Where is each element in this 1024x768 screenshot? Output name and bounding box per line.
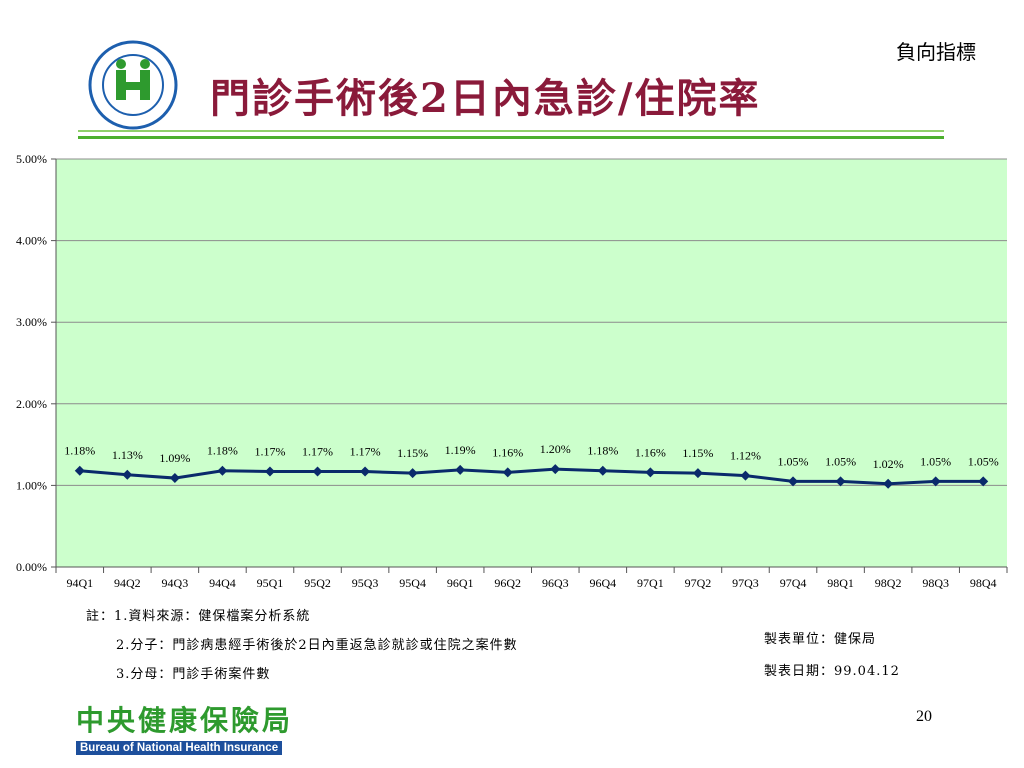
data-point: [502, 467, 513, 478]
x-tick-label: 95Q1: [257, 576, 284, 590]
data-label: 1.17%: [302, 445, 333, 459]
data-label: 1.13%: [112, 448, 143, 462]
y-tick-label: 1.00%: [16, 478, 47, 492]
x-tick-label: 95Q3: [352, 576, 379, 590]
data-point: [788, 476, 799, 487]
data-label: 1.15%: [682, 446, 713, 460]
data-label: 1.18%: [64, 444, 95, 458]
data-label: 1.18%: [587, 444, 618, 458]
data-label: 1.16%: [492, 445, 523, 459]
data-point: [597, 465, 608, 476]
production-date: 製表日期：99.04.12: [764, 664, 900, 679]
x-tick-label: 96Q1: [447, 576, 474, 590]
x-tick-label: 98Q3: [922, 576, 949, 590]
x-tick-label: 96Q2: [494, 576, 521, 590]
plot-area: [56, 159, 1007, 567]
data-point: [455, 464, 466, 475]
x-tick-label: 97Q3: [732, 576, 759, 590]
title-divider: [78, 130, 944, 132]
bureau-name-chinese: 中央健康保險局: [76, 704, 294, 737]
x-tick-label: 94Q3: [162, 576, 189, 590]
data-point: [122, 469, 133, 480]
data-label: 1.16%: [635, 445, 666, 459]
data-label: 1.05%: [778, 454, 809, 468]
x-tick-label: 96Q3: [542, 576, 569, 590]
data-point: [978, 476, 989, 487]
x-tick-label: 97Q2: [685, 576, 712, 590]
y-tick-label: 5.00%: [16, 152, 47, 166]
data-label: 1.05%: [968, 454, 999, 468]
x-tick-label: 97Q4: [780, 576, 807, 590]
nhi-logo: [88, 40, 178, 130]
x-tick-label: 98Q1: [827, 576, 854, 590]
footnote-denominator: 3.分母：門診手術案件數: [116, 667, 271, 682]
data-label: 1.19%: [445, 443, 476, 457]
title-divider-thick: [78, 136, 944, 139]
x-tick-label: 97Q1: [637, 576, 664, 590]
data-point: [835, 476, 846, 487]
y-tick-label: 2.00%: [16, 397, 47, 411]
data-label: 1.15%: [397, 446, 428, 460]
bureau-logo: 中央健康保險局 Bureau of National Health Insura…: [76, 706, 366, 755]
data-point: [264, 466, 275, 477]
series-line: [79, 467, 984, 486]
data-point: [740, 470, 751, 481]
data-point: [360, 466, 371, 477]
data-label: 1.17%: [254, 445, 285, 459]
data-label: 1.05%: [825, 454, 856, 468]
data-point: [645, 467, 656, 478]
page-number: 20: [916, 708, 932, 725]
data-point: [312, 466, 323, 477]
data-label: 1.20%: [540, 442, 571, 456]
data-point: [550, 464, 561, 475]
data-label: 1.05%: [920, 454, 951, 468]
x-tick-label: 94Q1: [66, 576, 93, 590]
x-tick-label: 95Q2: [304, 576, 331, 590]
producer-unit: 製表單位：健保局: [764, 632, 877, 647]
x-tick-label: 94Q4: [209, 576, 236, 590]
x-tick-label: 95Q4: [399, 576, 426, 590]
data-point: [169, 473, 180, 484]
x-tick-label: 94Q2: [114, 576, 141, 590]
data-point: [930, 476, 941, 487]
data-point: [883, 478, 894, 489]
data-label: 1.12%: [730, 449, 761, 463]
footnote-numerator: 2.分子：門診病患經手術後於2日內重返急診就診或住院之案件數: [116, 638, 518, 653]
data-label: 1.02%: [873, 457, 904, 471]
data-point: [692, 468, 703, 479]
line-chart: 0.00% 1.00% 2.00% 3.00% 4.00% 5.00% 94Q1 94Q2 94…: [16, 152, 1008, 590]
y-tick-label: 4.00%: [16, 234, 47, 248]
indicator-type-label: 負向指標: [896, 40, 976, 64]
data-point: [407, 468, 418, 479]
x-tick-label: 96Q4: [589, 576, 616, 590]
bureau-name-english: Bureau of National Health Insurance: [76, 741, 283, 755]
data-point: [74, 465, 85, 476]
data-label: 1.17%: [350, 445, 381, 459]
table-metadata: 製表單位：健保局 製表日期：99.04.12: [764, 624, 900, 688]
data-label: 1.09%: [159, 451, 190, 465]
data-label: 1.18%: [207, 444, 238, 458]
footnotes: 註：1.資料來源：健保檔案分析系統 2.分子：門診病患經手術後於2日內重返急診就…: [86, 602, 518, 689]
page-title: 門診手術後2日內急診/住院率: [210, 75, 761, 122]
y-tick-label: 0.00%: [16, 560, 47, 574]
data-point: [217, 465, 228, 476]
x-tick-label: 98Q4: [970, 576, 997, 590]
x-tick-label: 98Q2: [875, 576, 902, 590]
y-tick-label: 3.00%: [16, 315, 47, 329]
footnote-source: 註：1.資料來源：健保檔案分析系統: [86, 609, 311, 624]
